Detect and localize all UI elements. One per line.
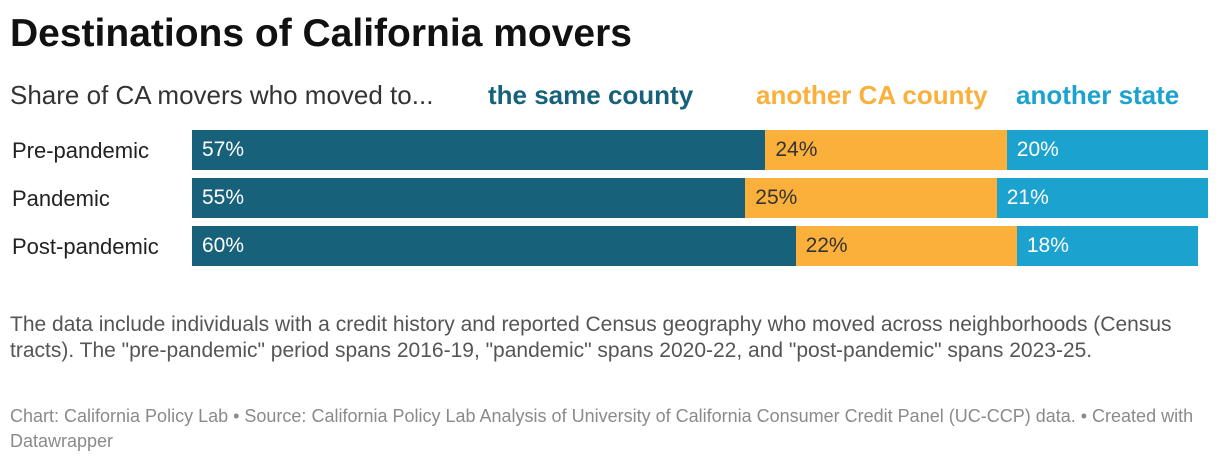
bar-segment: [1006, 130, 1208, 170]
bar-value-label: 22%: [805, 234, 848, 257]
bar-segment: [795, 226, 1017, 266]
row-label: Pandemic: [12, 186, 110, 211]
bar-value-label: 20%: [1016, 138, 1059, 161]
bar-segment: [1016, 226, 1198, 266]
bar-segment: [192, 130, 766, 170]
legend-same-county: the same county: [488, 80, 694, 110]
bar-value-label: 18%: [1026, 234, 1069, 257]
legend-another-state: another state: [1016, 80, 1180, 110]
bar-segment: [745, 178, 997, 218]
bar-value-label: 60%: [202, 234, 245, 257]
row-label: Pre-pandemic: [12, 138, 149, 163]
bar-value-label: 25%: [755, 186, 798, 209]
chart-title: Destinations of California movers: [10, 12, 632, 55]
bar-value-label: 24%: [775, 138, 818, 161]
legend: Share of CA movers who moved to... the s…: [10, 80, 1210, 116]
bar-value-label: 55%: [202, 186, 245, 209]
chart-notes: The data include individuals with a cred…: [10, 313, 1172, 362]
bar-value-label: 21%: [1006, 186, 1049, 209]
bar-segment: [765, 130, 1007, 170]
bar-segment: [192, 226, 796, 266]
chart-footer: Chart: California Policy Lab • Source: C…: [10, 406, 1194, 451]
legend-another-ca-county: another CA county: [756, 80, 988, 110]
bar-segment: [996, 178, 1208, 218]
chart-subtitle: Share of CA movers who moved to...: [10, 80, 434, 110]
bar-value-label: 57%: [202, 138, 245, 161]
bar-segment: [192, 178, 746, 218]
row-label: Post-pandemic: [12, 234, 159, 259]
stacked-bar-chart: Pre-pandemic 57% 24% 20% Pandemic 55% 25% 21% Po…: [0, 130, 1220, 280]
